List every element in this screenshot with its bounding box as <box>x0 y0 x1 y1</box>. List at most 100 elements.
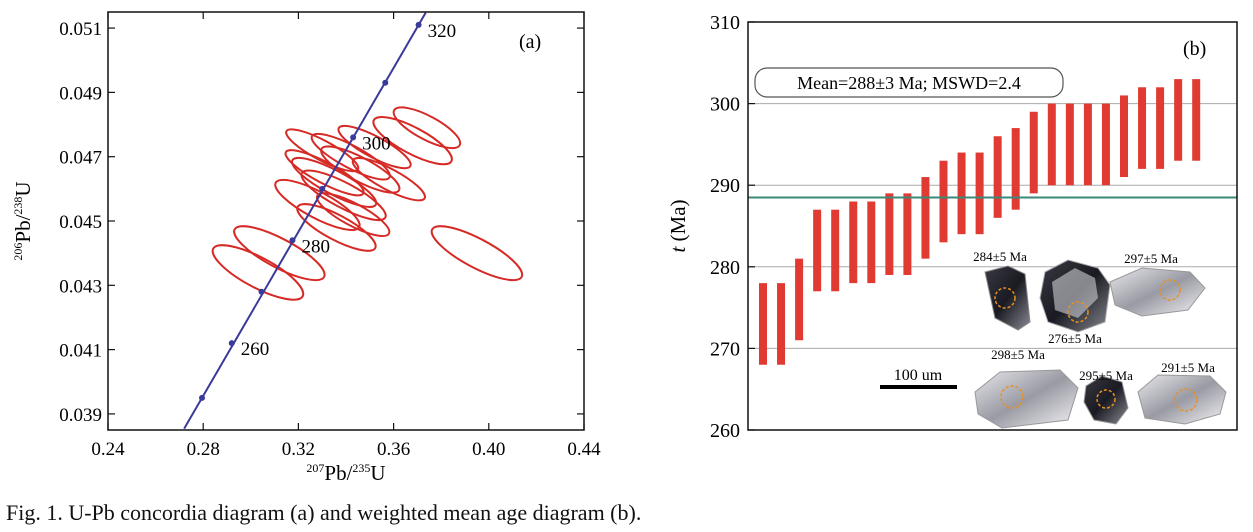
zircon-inset: 100 um 284±5 Ma 276±5 Ma 297±5 Ma 298±5 … <box>880 249 1227 429</box>
age-bar <box>993 136 1002 218</box>
panel-a-label: (a) <box>519 31 541 53</box>
y-tick-label: 260 <box>710 420 740 442</box>
error-ellipse <box>315 192 391 237</box>
zircon-grain-6 <box>1137 374 1227 425</box>
age-bar <box>1138 87 1147 169</box>
age-bar <box>759 283 767 365</box>
y-tick-label: 300 <box>710 94 740 116</box>
y-tick-label: 280 <box>710 257 740 279</box>
x-tick-label: 0.44 <box>567 439 601 460</box>
concordia-point <box>258 288 265 295</box>
concordia-point <box>415 21 422 28</box>
age-bar <box>831 209 840 292</box>
y-tick-label: 0.045 <box>59 212 102 233</box>
error-ellipse <box>211 244 305 301</box>
age-bar <box>1011 128 1020 210</box>
weighted-mean-panel: 260 270 280 290 300 310 (b) Mean=288±3 Ma; MS… <box>666 12 1238 442</box>
concordia-point <box>289 237 296 244</box>
grain-label: 284±5 Ma <box>973 249 1027 264</box>
y-tick-label: 0.049 <box>59 83 102 104</box>
spot-4-icon <box>1000 385 1024 409</box>
spot-2-icon <box>1067 301 1089 323</box>
concordia-panel: 260 280 300 320 0.24 0.28 0.32 0.36 0.40 0.44 0.0… <box>11 11 601 485</box>
y-tick-label: 0.039 <box>59 405 102 426</box>
spot-1-icon <box>994 287 1016 309</box>
age-bar <box>1083 103 1092 186</box>
y-axis-label: 206Pb/238U <box>11 181 35 260</box>
error-ellipse <box>296 203 377 252</box>
panel-b-frame <box>747 21 1238 431</box>
error-ellipse <box>392 106 462 150</box>
age-bar <box>1120 95 1128 178</box>
zircon-grain-4 <box>974 369 1079 429</box>
panel-a-axes: 0.24 0.28 0.32 0.36 0.40 0.44 0.039 0.041 0.043 0… <box>59 12 601 460</box>
x-tick-label: 0.36 <box>377 439 410 460</box>
annotation-box <box>754 67 1064 98</box>
age-bars-group <box>759 79 1201 365</box>
concordia-point <box>319 185 326 192</box>
x-tick-label: 0.24 <box>91 439 125 460</box>
x-tick-label: 0.40 <box>472 439 505 460</box>
age-bar <box>1101 103 1110 186</box>
age-bar <box>1156 87 1165 169</box>
concordia-age-label: 280 <box>301 236 330 257</box>
y-axis-label-b: t (Ma) <box>666 199 690 252</box>
x-tick-label: 0.28 <box>187 439 220 460</box>
concordia-point <box>228 340 235 347</box>
age-bar <box>849 201 858 284</box>
spot-6-icon <box>1174 388 1198 412</box>
x-axis-label: 207Pb/235U <box>306 461 385 485</box>
x-tick-label: 0.32 <box>282 439 315 460</box>
error-ellipse <box>337 124 412 170</box>
error-ellipse <box>372 115 453 166</box>
grain-label: 276±5 Ma <box>1048 331 1102 346</box>
age-bar <box>939 160 948 243</box>
age-bar <box>957 152 966 235</box>
mean-mswd-annotation: Mean=288±3 Ma; MSWD=2.4 <box>797 73 1021 93</box>
age-bar <box>867 201 876 284</box>
age-bar <box>975 152 984 235</box>
age-bar <box>1029 111 1038 194</box>
age-bar <box>1174 79 1183 161</box>
concordia-point <box>199 394 206 401</box>
y-tick-label: 0.043 <box>59 276 102 297</box>
panel-b-axes: 260 270 280 290 300 310 <box>710 12 755 442</box>
panel-a-frame <box>107 11 585 431</box>
y-tick-label: 0.051 <box>59 19 102 40</box>
y-tick-label: 290 <box>710 175 740 197</box>
y-tick-label: 0.041 <box>59 341 102 362</box>
concordia-curve-group: 260 280 300 320 <box>183 12 457 430</box>
concordia-curve <box>183 12 427 430</box>
age-bar <box>903 193 912 275</box>
spot-3-icon <box>1159 279 1181 301</box>
grid-lines <box>748 103 1237 349</box>
figure-caption: Fig. 1. U-Pb concordia diagram (a) and w… <box>6 500 642 525</box>
concordia-point <box>382 79 389 86</box>
error-ellipse <box>430 225 524 282</box>
zircon-grain-3 <box>1109 267 1206 317</box>
grain-label: 298±5 Ma <box>991 347 1045 362</box>
concordia-age-label: 260 <box>241 339 270 360</box>
age-bar <box>1065 103 1074 186</box>
spot-5-icon <box>1096 389 1116 409</box>
age-bar <box>921 177 930 259</box>
concordia-point <box>350 134 357 141</box>
age-bar <box>777 283 786 365</box>
y-tick-label: 0.047 <box>59 148 102 169</box>
grain-label: 295±5 Ma <box>1079 368 1133 383</box>
ellipse-group <box>211 106 524 301</box>
age-bar <box>1192 79 1201 161</box>
error-ellipse <box>300 169 387 222</box>
panel-b-label: (b) <box>1183 38 1206 60</box>
error-ellipse <box>233 225 326 282</box>
zircon-grain-1 <box>984 265 1031 331</box>
grain-label: 291±5 Ma <box>1161 360 1215 375</box>
age-bar <box>813 209 822 292</box>
grain-label: 297±5 Ma <box>1124 251 1178 266</box>
error-ellipse <box>351 157 426 202</box>
age-bar <box>885 193 894 275</box>
y-tick-label: 310 <box>710 12 740 34</box>
concordia-age-label: 320 <box>428 21 457 42</box>
age-bar <box>795 258 804 341</box>
